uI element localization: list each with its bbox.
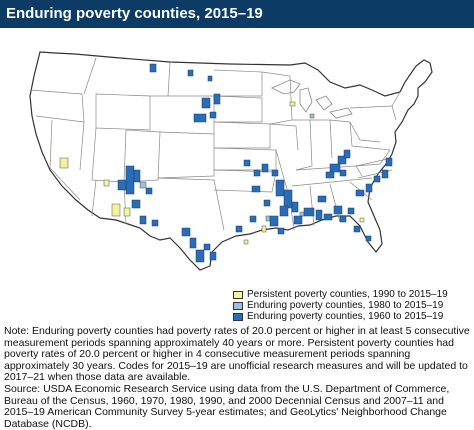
legend-item-enduring-1960: Enduring poverty counties, 1960 to 2015–…	[233, 311, 471, 323]
county-marker	[251, 185, 261, 193]
county-marker	[201, 97, 211, 109]
county-marker	[337, 155, 347, 165]
county-marker	[323, 213, 333, 221]
map-legend: Persistent poverty counties, 1990 to 201…	[233, 289, 471, 323]
legend-swatch	[233, 313, 243, 321]
county-marker	[325, 171, 335, 179]
county-marker	[365, 183, 373, 193]
county-marker	[317, 195, 327, 203]
county-marker	[283, 189, 293, 209]
county-marker	[343, 149, 351, 159]
legend-label: Enduring poverty counties, 1960 to 2015–…	[247, 311, 444, 322]
county-marker	[279, 205, 289, 217]
county-marker	[353, 225, 361, 233]
title-bar: Enduring poverty counties, 2015–19	[0, 0, 474, 28]
note-text: Note: Enduring poverty counties had pove…	[4, 325, 470, 384]
county-marker	[243, 159, 251, 167]
county-marker	[309, 113, 315, 119]
legend-item-enduring-1980: Enduring poverty counties, 1980 to 2015–…	[233, 300, 471, 312]
county-marker	[193, 113, 207, 123]
county-marker	[339, 215, 347, 223]
county-marker	[261, 225, 267, 233]
us-outline	[29, 51, 433, 271]
county-marker	[263, 199, 271, 207]
map-title: Enduring poverty counties, 2015–19	[6, 5, 263, 22]
county-marker	[139, 215, 147, 225]
county-marker	[131, 199, 141, 209]
county-marker	[181, 227, 191, 237]
county-marker	[381, 169, 389, 179]
county-marker	[243, 239, 249, 245]
county-marker	[133, 169, 141, 183]
county-marker	[315, 209, 323, 221]
legend-item-persistent-1990: Persistent poverty counties, 1990 to 201…	[233, 289, 471, 301]
county-marker	[213, 93, 221, 105]
enduring-1960-counties	[117, 63, 393, 263]
county-marker	[117, 179, 127, 191]
source-text: Source: USDA Economic Research Service u…	[4, 382, 450, 430]
county-marker	[151, 219, 159, 227]
county-marker	[289, 101, 296, 107]
county-marker	[145, 187, 153, 195]
county-marker	[125, 165, 135, 195]
county-marker	[333, 205, 343, 215]
county-marker	[149, 63, 157, 73]
county-marker	[271, 169, 279, 177]
county-marker	[265, 215, 271, 222]
county-marker	[249, 215, 257, 223]
county-marker	[269, 215, 279, 227]
county-marker	[385, 157, 393, 167]
county-marker	[123, 207, 131, 217]
county-marker	[139, 181, 147, 189]
county-marker	[209, 111, 217, 119]
legend-swatch	[233, 302, 243, 310]
county-marker	[339, 169, 347, 177]
persistent-poverty-counties	[59, 101, 365, 245]
county-marker	[303, 207, 315, 217]
county-marker	[209, 251, 217, 261]
county-marker	[187, 69, 194, 77]
county-marker	[365, 235, 372, 242]
enduring-1980-counties	[139, 113, 315, 222]
county-marker	[203, 243, 211, 251]
county-marker	[355, 189, 365, 197]
county-marker	[293, 215, 303, 225]
county-marker	[111, 203, 121, 217]
county-marker	[59, 157, 69, 169]
county-marker	[207, 75, 213, 82]
state-borders	[29, 57, 401, 231]
legend-label: Enduring poverty counties, 1980 to 2015–…	[247, 300, 444, 311]
us-county-map	[29, 51, 433, 271]
county-marker	[359, 217, 365, 223]
county-marker	[275, 179, 285, 197]
county-marker	[103, 179, 110, 187]
county-marker	[261, 163, 269, 173]
county-marker	[189, 237, 197, 249]
note-block: Note: Enduring poverty counties had pove…	[4, 325, 472, 430]
county-marker	[253, 169, 261, 177]
county-marker	[329, 163, 341, 173]
county-marker	[277, 227, 285, 235]
legend-label: Persistent poverty counties, 1990 to 201…	[247, 289, 448, 300]
county-marker	[373, 175, 381, 183]
county-marker	[195, 249, 205, 263]
county-marker	[235, 225, 243, 233]
county-marker	[299, 211, 305, 217]
county-marker	[347, 207, 355, 215]
legend-swatch	[233, 291, 243, 299]
great-lakes	[271, 79, 353, 119]
county-marker	[291, 201, 299, 213]
